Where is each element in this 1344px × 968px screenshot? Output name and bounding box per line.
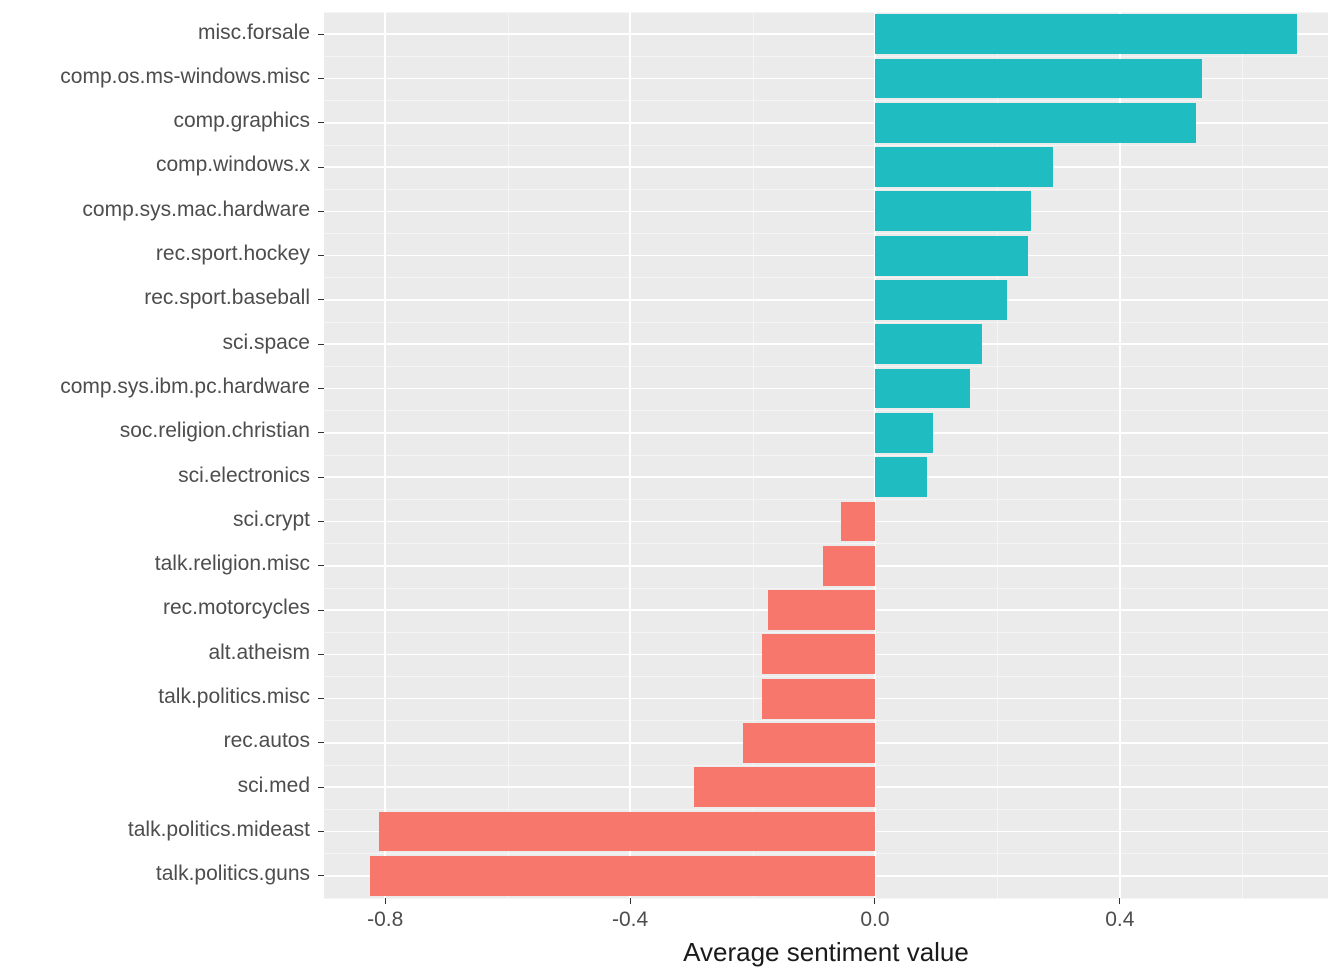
bar <box>694 767 875 807</box>
bar <box>875 413 933 453</box>
bar <box>875 103 1196 143</box>
x-tick-label: 0.4 <box>1105 908 1134 932</box>
x-tick-label: -0.8 <box>367 908 403 932</box>
plot-area <box>324 12 1328 898</box>
y-tick-label: comp.windows.x <box>156 153 310 177</box>
bar <box>875 280 1007 320</box>
y-tick-label: sci.space <box>222 331 310 355</box>
y-tick-label: talk.religion.misc <box>155 552 310 576</box>
bar <box>743 723 875 763</box>
bar <box>823 546 875 586</box>
y-tick-label: comp.sys.ibm.pc.hardware <box>60 375 310 399</box>
bar <box>875 147 1053 187</box>
bar <box>875 59 1203 99</box>
bar <box>875 457 927 497</box>
bar <box>875 236 1028 276</box>
sentiment-bar-chart: misc.forsale comp.os.ms-windows.misc comp.… <box>0 0 1344 960</box>
y-tick-label: sci.crypt <box>233 508 310 532</box>
x-tick-label: 0.0 <box>860 908 889 932</box>
x-axis-title: Average sentiment value <box>683 937 969 968</box>
bar <box>379 812 875 852</box>
y-tick-label: alt.atheism <box>208 641 310 665</box>
y-tick-label: misc.forsale <box>198 21 310 45</box>
y-tick-label: rec.sport.baseball <box>144 286 310 310</box>
y-tick-label: talk.politics.guns <box>156 862 310 886</box>
y-tick-label: talk.politics.misc <box>158 685 310 709</box>
y-tick-label: sci.electronics <box>178 464 310 488</box>
y-tick-label: sci.med <box>238 774 310 798</box>
y-tick-label: rec.sport.hockey <box>156 242 310 266</box>
bar <box>762 679 875 719</box>
bar <box>768 590 875 630</box>
y-tick-label: comp.graphics <box>173 109 310 133</box>
bar <box>875 324 982 364</box>
x-tick-label: -0.4 <box>612 908 648 932</box>
bar <box>875 369 970 409</box>
bar <box>841 502 875 542</box>
bar <box>875 191 1031 231</box>
y-tick-label: soc.religion.christian <box>120 419 310 443</box>
y-tick-label: comp.os.ms-windows.misc <box>60 65 310 89</box>
y-tick-label: rec.autos <box>224 729 310 753</box>
bar <box>762 634 875 674</box>
bar <box>875 14 1297 54</box>
y-tick-label: comp.sys.mac.hardware <box>82 198 310 222</box>
bar <box>370 856 875 896</box>
y-tick-label: rec.motorcycles <box>163 596 310 620</box>
y-tick-label: talk.politics.mideast <box>128 818 310 842</box>
